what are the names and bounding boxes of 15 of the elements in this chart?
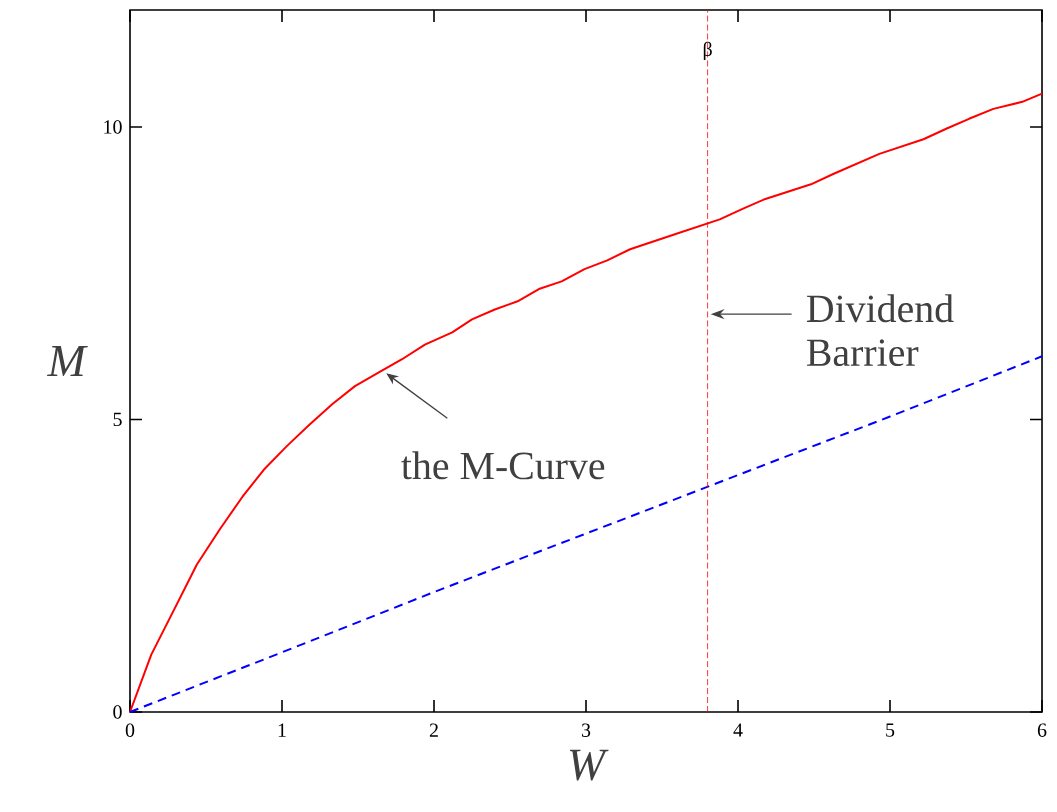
x-tick-label: 1 xyxy=(278,723,286,737)
y-tick-label: 0 xyxy=(113,705,122,719)
ref-line-label: β xyxy=(703,41,712,61)
x-tick-label: 6 xyxy=(1037,723,1047,737)
x-tick-label: 5 xyxy=(886,723,895,737)
x-tick-label: 2 xyxy=(429,723,438,737)
annotation: the M-Curve xyxy=(401,451,605,480)
annotation: Dividend Barrier xyxy=(806,294,954,367)
x-tick-label: 0 xyxy=(125,723,135,737)
y-tick-label: 10 xyxy=(104,120,122,134)
y-tick-label: 5 xyxy=(113,412,122,427)
x-tick-label: 3 xyxy=(581,723,591,737)
y-axis-title: M xyxy=(47,345,88,376)
x-tick-label: 4 xyxy=(733,723,743,737)
x-axis-title: W xyxy=(569,749,609,781)
